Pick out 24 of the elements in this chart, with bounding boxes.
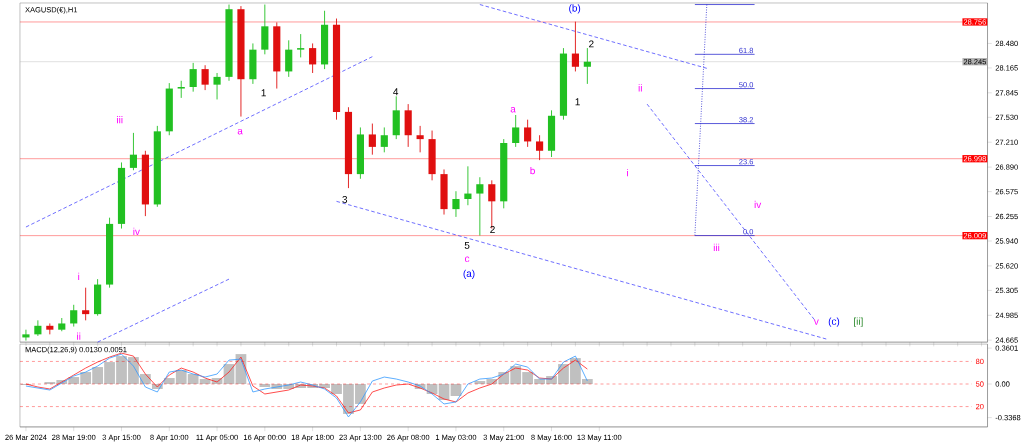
annotation: iv — [754, 200, 762, 209]
annotation: (a) — [463, 269, 475, 280]
annotation: a — [510, 107, 516, 113]
annotation: 1 — [261, 89, 266, 97]
annotation: 5 — [464, 241, 470, 249]
annotation: i — [78, 272, 80, 281]
annotation: 4 — [393, 88, 399, 96]
annotation: iii — [713, 243, 720, 252]
annotation: i — [627, 169, 628, 177]
annotation: 1 — [575, 98, 580, 106]
annotation: 3 — [342, 196, 348, 204]
annotation: c — [465, 256, 470, 263]
annotation: b — [530, 166, 535, 175]
annotation: v — [813, 319, 819, 325]
annotation: (b) — [569, 4, 581, 14]
annotation: iii — [117, 116, 123, 124]
annotation: ii — [77, 332, 81, 340]
annotation: [ii] — [854, 317, 863, 327]
annotation: (c) — [828, 317, 840, 327]
annotation: 2 — [589, 40, 594, 48]
annotation: 2 — [490, 226, 495, 233]
annotation: a — [237, 129, 243, 135]
annotation: iv — [133, 227, 140, 236]
annotation: ii — [638, 84, 642, 92]
